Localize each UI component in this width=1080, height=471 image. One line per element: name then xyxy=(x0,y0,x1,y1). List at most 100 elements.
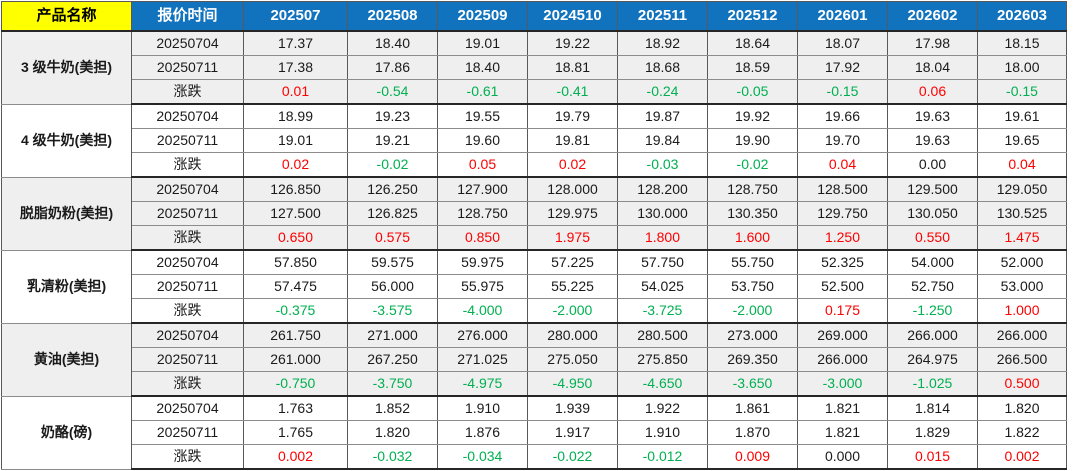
price-value-cell: 1.821 xyxy=(797,395,888,421)
price-value-cell: 128.750 xyxy=(437,201,528,226)
price-value-cell: 1.814 xyxy=(887,395,978,421)
price-value-cell: 19.92 xyxy=(707,103,798,129)
change-value-cell: 1.250 xyxy=(797,225,888,251)
change-value-cell: -0.15 xyxy=(977,79,1067,105)
change-value-cell: -3.650 xyxy=(707,371,798,397)
change-value-cell: 0.175 xyxy=(797,298,888,324)
price-value-cell: 19.23 xyxy=(347,103,438,129)
table-row: 20250711 261.000 267.250 271.025 275.050 275.… xyxy=(2,347,1067,372)
quote-date-cell: 20250711 xyxy=(131,201,244,226)
change-value-cell: 1.000 xyxy=(977,298,1067,324)
price-value-cell: 266.000 xyxy=(797,347,888,372)
price-value-cell: 18.04 xyxy=(887,55,978,80)
price-value-cell: 18.00 xyxy=(977,55,1067,80)
change-value-cell: -0.02 xyxy=(347,152,438,178)
price-value-cell: 19.60 xyxy=(437,128,528,153)
change-value-cell: 0.002 xyxy=(977,444,1067,470)
price-value-cell: 17.98 xyxy=(887,30,978,56)
change-value-cell: 0.009 xyxy=(707,444,798,470)
change-value-cell: -0.03 xyxy=(617,152,708,178)
price-value-cell: 56.000 xyxy=(347,274,438,299)
price-value-cell: 266.000 xyxy=(977,322,1067,348)
price-value-cell: 128.000 xyxy=(527,176,618,202)
price-value-cell: 19.01 xyxy=(437,30,528,56)
change-value-cell: -0.032 xyxy=(347,444,438,470)
table-row: 4 级牛奶(美担) 20250704 18.99 19.23 19.55 19.79 19.… xyxy=(1,103,1067,178)
price-value-cell: 1.852 xyxy=(347,395,438,421)
price-value-cell: 264.975 xyxy=(887,347,978,372)
change-row-label: 涨跌 xyxy=(131,152,244,178)
table-row: 涨跌 0.650 0.575 0.850 1.975 1.800 1.600 1.250 0.5… xyxy=(2,225,1067,251)
price-value-cell: 280.000 xyxy=(527,322,618,348)
price-value-cell: 19.66 xyxy=(797,103,888,129)
product-name-cell: 脱脂奶粉(美担) xyxy=(1,176,132,251)
price-value-cell: 17.86 xyxy=(347,55,438,80)
table-body: 3 级牛奶(美担) 20250704 17.37 18.40 19.01 19.22 18.… xyxy=(1,30,1067,470)
price-value-cell: 57.750 xyxy=(617,249,708,275)
change-value-cell: -0.05 xyxy=(707,79,798,105)
table-row: 脱脂奶粉(美担) 20250704 126.850 126.250 127.900 128… xyxy=(1,176,1067,251)
price-value-cell: 271.025 xyxy=(437,347,528,372)
quote-date-cell: 20250704 xyxy=(131,103,244,129)
change-row-label: 涨跌 xyxy=(131,298,244,324)
change-value-cell: -0.750 xyxy=(243,371,348,397)
change-value-cell: 0.550 xyxy=(887,225,978,251)
price-value-cell: 1.861 xyxy=(707,395,798,421)
quote-date-cell: 20250704 xyxy=(131,322,244,348)
price-value-cell: 273.000 xyxy=(707,322,798,348)
change-value-cell: 0.04 xyxy=(797,152,888,178)
change-value-cell: -1.025 xyxy=(887,371,978,397)
price-value-cell: 280.500 xyxy=(617,322,708,348)
table-row: 20250711 57.475 56.000 55.975 55.225 54.025 53… xyxy=(2,274,1067,299)
change-value-cell: 0.000 xyxy=(797,444,888,470)
table-row: 奶酪(磅) 20250704 1.763 1.852 1.910 1.939 1.922 1.… xyxy=(1,395,1067,470)
price-value-cell: 1.821 xyxy=(797,420,888,445)
price-value-cell: 276.000 xyxy=(437,322,528,348)
change-value-cell: -0.15 xyxy=(797,79,888,105)
table-row: 3 级牛奶(美担) 20250704 17.37 18.40 19.01 19.22 18.… xyxy=(1,30,1067,105)
price-value-cell: 19.87 xyxy=(617,103,708,129)
change-value-cell: -4.950 xyxy=(527,371,618,397)
price-value-cell: 129.750 xyxy=(797,201,888,226)
price-value-cell: 55.750 xyxy=(707,249,798,275)
price-value-cell: 19.22 xyxy=(527,30,618,56)
change-value-cell: -0.02 xyxy=(707,152,798,178)
change-value-cell: 0.02 xyxy=(527,152,618,178)
price-value-cell: 1.910 xyxy=(437,395,528,421)
change-value-cell: -0.24 xyxy=(617,79,708,105)
price-value-cell: 18.92 xyxy=(617,30,708,56)
price-value-cell: 53.750 xyxy=(707,274,798,299)
price-value-cell: 127.900 xyxy=(437,176,528,202)
price-value-cell: 18.15 xyxy=(977,30,1067,56)
price-value-cell: 130.050 xyxy=(887,201,978,226)
change-value-cell: -0.41 xyxy=(527,79,618,105)
change-value-cell: -3.000 xyxy=(797,371,888,397)
column-header-period: 202601 xyxy=(797,1,888,32)
quote-date-cell: 20250704 xyxy=(131,30,244,56)
price-value-cell: 19.63 xyxy=(887,103,978,129)
price-value-cell: 53.000 xyxy=(977,274,1067,299)
table-row: 涨跌 0.01 -0.54 -0.61 -0.41 -0.24 -0.05 -0.15 0.06… xyxy=(2,79,1067,105)
price-value-cell: 17.38 xyxy=(243,55,348,80)
price-value-cell: 1.922 xyxy=(617,395,708,421)
product-name-cell: 4 级牛奶(美担) xyxy=(1,103,132,178)
price-value-cell: 54.025 xyxy=(617,274,708,299)
price-value-cell: 1.829 xyxy=(887,420,978,445)
price-value-cell: 52.750 xyxy=(887,274,978,299)
table-header: 产品名称 报价时间 202507 202508 202509 2024510 20251… xyxy=(1,1,1067,32)
column-header-period: 202507 xyxy=(243,1,348,32)
change-row-label: 涨跌 xyxy=(131,371,244,397)
change-value-cell: 0.650 xyxy=(243,225,348,251)
price-value-cell: 1.917 xyxy=(527,420,618,445)
change-value-cell: -0.034 xyxy=(437,444,528,470)
column-header-period: 202509 xyxy=(437,1,528,32)
quote-date-cell: 20250711 xyxy=(131,128,244,153)
price-value-cell: 18.07 xyxy=(797,30,888,56)
change-value-cell: 0.01 xyxy=(243,79,348,105)
column-header-period: 202508 xyxy=(347,1,438,32)
price-value-cell: 19.61 xyxy=(977,103,1067,129)
product-name-cell: 黄油(美担) xyxy=(1,322,132,397)
price-value-cell: 1.870 xyxy=(707,420,798,445)
table-row: 20250711 1.765 1.820 1.876 1.917 1.910 1.870 1.… xyxy=(2,420,1067,445)
change-value-cell: -3.750 xyxy=(347,371,438,397)
